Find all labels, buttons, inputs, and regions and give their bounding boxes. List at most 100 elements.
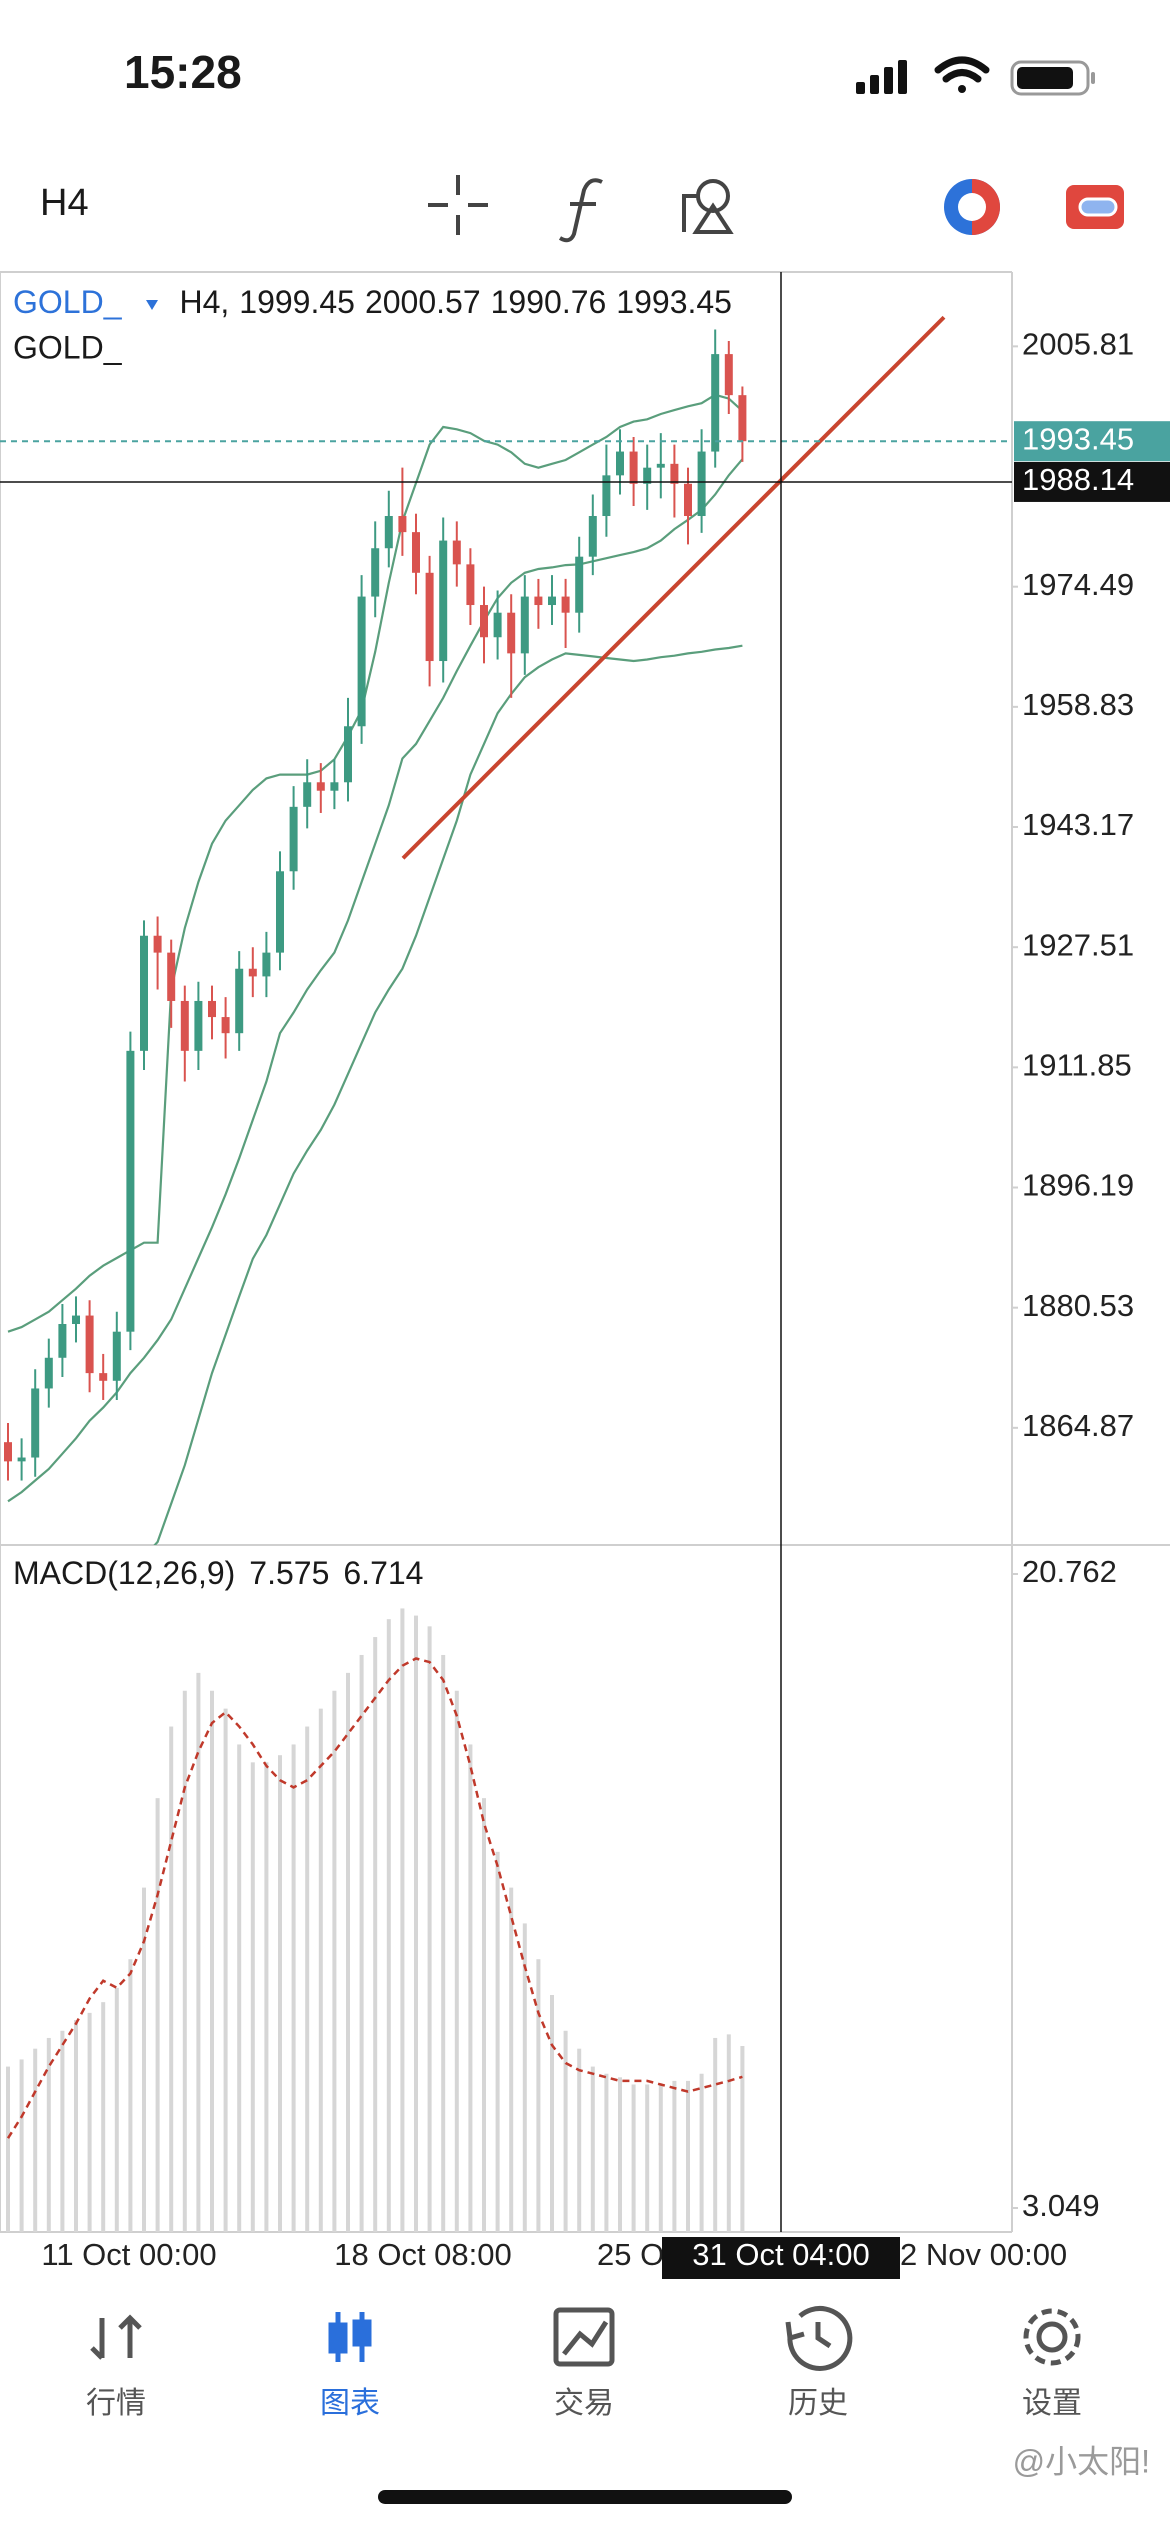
macd-bar [74,2020,78,2232]
tab-label[interactable]: 交易 [554,2387,614,2420]
y-tick-label: 1911.85 [1022,1048,1132,1083]
macd-bar [33,2048,38,2232]
y-tick-label: 1864.87 [1022,1408,1134,1443]
macd-bar [386,1619,391,2232]
macd-bar [522,1923,527,2232]
candle-body [466,564,475,606]
home-indicator [378,2490,792,2504]
macd-bar [713,2037,718,2232]
macd-bar [155,1798,160,2232]
macd-bar [550,1994,554,2232]
candle-body [697,451,706,517]
candle-body [575,556,584,613]
macd-bar [658,2084,663,2232]
candle-body [724,354,733,396]
macd-bar [414,1615,418,2232]
signal-line [6,1657,743,2139]
macd-bar [250,1762,255,2232]
price-panel [4,315,946,1545]
indicator-tool[interactable] [558,178,603,243]
macd-header: MACD(12,26,9) 7.575 6.714 [13,1555,423,1591]
macd-bar [19,2059,24,2232]
macd-bar [223,1708,228,2232]
candle-body [303,782,312,807]
candle-body [548,596,556,606]
candle-body [289,806,298,872]
bollinger-band [153,644,743,1545]
crosshair-time: 31 Oct 04:00 [692,2237,870,2272]
macd-value: 7.575 [249,1555,329,1591]
bollinger-band [7,458,744,1503]
account-tool[interactable] [1066,185,1124,229]
trade-tool[interactable] [944,179,1000,235]
candle-body [248,968,257,977]
macd-bar [6,2066,10,2232]
macd-bar [495,1851,500,2232]
candle-body [126,1050,135,1332]
tab-label[interactable]: 行情 [86,2387,146,2420]
bid-label-box [1014,421,1170,462]
y-tick-label: 1943.17 [1022,807,1134,842]
macd-bar [454,1690,459,2232]
chart-frame [0,271,1170,2233]
macd-bar [87,2012,92,2232]
macd-bar [536,1959,541,2232]
macd-bar [128,1959,133,2232]
y-tick-label: 1880.53 [1022,1288,1134,1323]
candle-body [452,540,461,565]
timeframe-button[interactable]: H4 [40,182,89,224]
candle-body [384,516,393,549]
candle-body [167,952,176,1001]
candle-body [344,726,352,783]
macd-bar [210,1690,214,2232]
wifi-icon [934,56,990,93]
candle-body [507,612,516,654]
candle-body [112,1331,121,1381]
crosshair-tool[interactable] [428,175,488,235]
y-tick-label: 20.762 [1022,1554,1117,1589]
tab-label[interactable]: 历史 [788,2387,848,2420]
macd-bar [427,1626,432,2232]
candle-body [17,1457,26,1462]
overlay: 2005.81 1974.49 1958.83 1943.17 1927.51 1911.… [0,272,1170,2279]
candle-body [58,1324,67,1358]
candle-body [643,467,652,484]
macd-bar [264,1762,269,2232]
tab-icons [90,2305,1081,2371]
indicator-name: GOLD_ [13,329,123,365]
period: H4, [179,284,229,320]
candle-body [153,935,162,953]
candle-body [31,1388,40,1458]
macd-bar [482,1798,486,2232]
macd-bar [318,1708,323,2232]
macd-bar [237,1744,242,2232]
candle-body [371,548,380,597]
macd-bar [332,1690,337,2232]
tab-label[interactable]: 设置 [1022,2387,1082,2420]
candle-body [534,596,543,606]
candle-body [208,1000,216,1018]
tab-label[interactable]: 图表 [320,2387,380,2420]
x-tick-label: 25 O [597,2237,664,2272]
macd-bar [563,2030,568,2232]
crosshair-time-box [662,2237,900,2279]
crosshair-price-box [1014,461,1170,502]
macd-bar [441,1654,446,2232]
candle-body [439,540,448,662]
price-header: GOLD_ H4, 1999.45 2000.57 1990.76 1993.45 [13,284,732,320]
x-tick-label: 18 Oct 08:00 [334,2237,512,2272]
symbol-dropdown[interactable] [146,300,158,310]
symbol: GOLD_ [13,284,123,320]
signal-value: 6.714 [343,1555,423,1591]
macd-bar [60,2030,65,2232]
objects-tool[interactable] [682,179,734,234]
battery-icon [1010,60,1095,96]
macd-title: MACD(12,26,9) [13,1555,235,1591]
macd-bar [114,1987,119,2232]
bid-label: 1993.45 [1022,421,1134,456]
crosshair-price: 1988.14 [1022,462,1134,497]
macd-bar [291,1744,296,2232]
macd-bar [196,1672,201,2232]
macd-bar [305,1726,310,2232]
x-tick-label: 2 Nov 00:00 [900,2237,1067,2272]
